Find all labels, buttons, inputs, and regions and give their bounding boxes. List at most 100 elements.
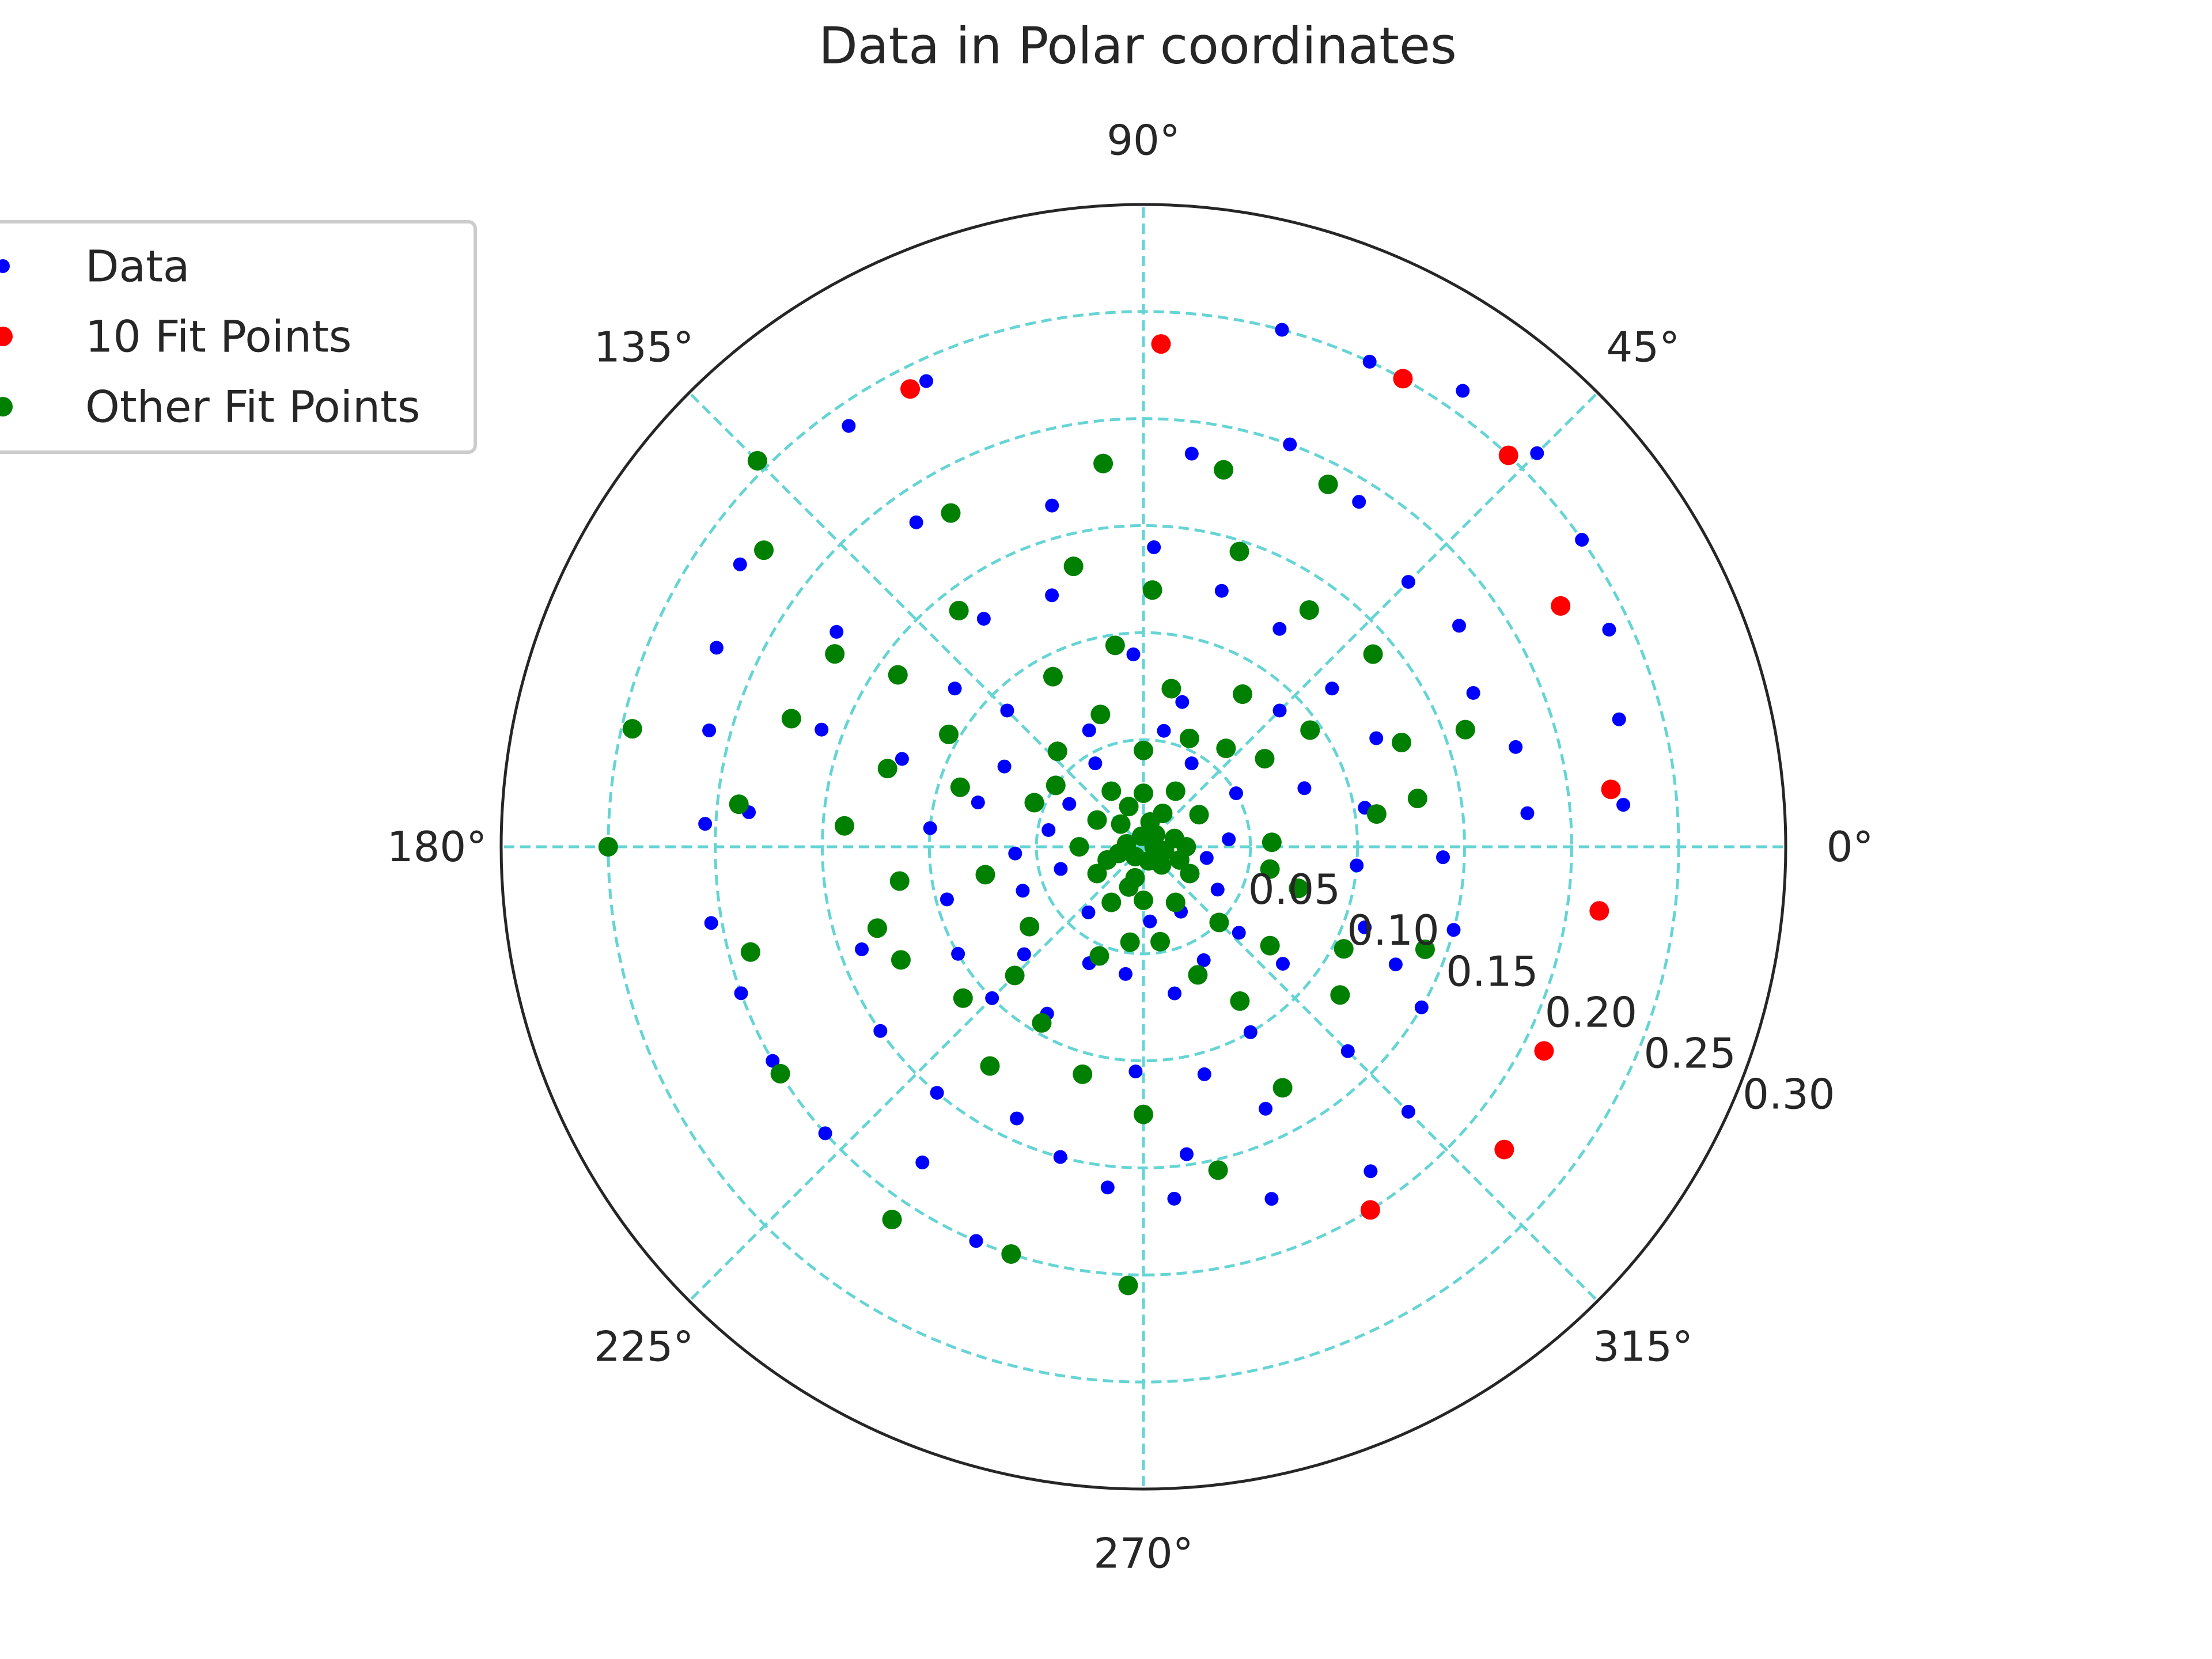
grid-spoke-1 <box>1142 391 1599 848</box>
point-s0-75 <box>1126 647 1141 661</box>
point-s2-94 <box>1154 840 1175 861</box>
point-s0-57 <box>1214 584 1229 598</box>
point-s0-85 <box>1168 986 1182 1001</box>
point-s2-22 <box>888 665 908 685</box>
r-tick-label-3: 0.20 <box>1545 988 1637 1036</box>
point-s0-77 <box>1000 703 1014 718</box>
point-s2-15 <box>729 794 749 815</box>
point-s0-76 <box>1082 723 1096 737</box>
point-s2-0 <box>747 450 767 471</box>
point-s0-90 <box>1229 786 1243 801</box>
point-s2-50 <box>1020 916 1040 937</box>
point-s0-61 <box>948 681 962 696</box>
point-s0-52 <box>1350 858 1364 873</box>
theta-tick-label-1: 45° <box>1606 323 1680 372</box>
point-s0-94 <box>1062 797 1077 811</box>
legend-label-1: 10 Fit Points <box>85 311 351 362</box>
point-s0-81 <box>1016 884 1030 898</box>
theta-tick-label-6: 270° <box>1093 1529 1193 1578</box>
point-s0-0 <box>1616 798 1631 812</box>
point-s0-69 <box>1197 1067 1211 1081</box>
point-s2-65 <box>1134 740 1153 760</box>
point-s2-96 <box>1097 850 1118 870</box>
point-s2-30 <box>1043 666 1063 687</box>
point-s1-4 <box>1151 334 1171 354</box>
point-s0-22 <box>1167 1191 1181 1206</box>
point-s2-21 <box>949 600 969 620</box>
point-s0-34 <box>1352 495 1366 509</box>
point-s0-49 <box>1340 1044 1355 1058</box>
point-s0-30 <box>1509 740 1523 754</box>
point-s2-10 <box>1214 460 1234 480</box>
point-s0-78 <box>997 759 1012 774</box>
theta-tick-label-0: 0° <box>1827 823 1874 871</box>
point-s2-31 <box>939 724 959 744</box>
point-s2-80 <box>1165 892 1185 912</box>
theta-tick-label-7: 315° <box>1593 1322 1693 1370</box>
point-s2-37 <box>1334 939 1354 959</box>
point-s0-12 <box>709 641 724 655</box>
theta-tick-label-5: 225° <box>594 1322 694 1370</box>
point-s0-40 <box>815 722 829 737</box>
chart-title: Data in Polar coordinates <box>819 16 1457 75</box>
point-s2-42 <box>1134 1104 1153 1124</box>
point-s0-60 <box>976 612 991 626</box>
point-s1-1 <box>1551 596 1571 616</box>
point-s2-35 <box>1455 719 1475 740</box>
point-s0-14 <box>698 817 713 831</box>
point-s2-38 <box>1330 985 1350 1005</box>
point-s0-33 <box>1401 575 1415 589</box>
point-s2-25 <box>1407 789 1427 809</box>
point-s2-14 <box>781 709 801 729</box>
point-s2-26 <box>1391 733 1411 753</box>
point-s2-7 <box>1001 1244 1021 1264</box>
point-s2-52 <box>889 871 910 891</box>
point-s0-37 <box>1045 498 1059 513</box>
point-s0-18 <box>818 1126 832 1141</box>
point-s2-4 <box>740 942 760 962</box>
point-s2-33 <box>1262 832 1282 853</box>
point-s2-53 <box>1289 878 1309 899</box>
point-s0-31 <box>1466 685 1480 700</box>
legend-box <box>0 220 477 454</box>
point-s0-72 <box>1297 781 1312 796</box>
point-s2-47 <box>867 918 887 938</box>
point-s1-8 <box>1534 1041 1554 1061</box>
point-s2-11 <box>1093 453 1113 474</box>
point-s2-12 <box>941 503 961 523</box>
point-s0-4 <box>1530 446 1544 460</box>
point-s2-49 <box>1032 1013 1052 1033</box>
point-s0-65 <box>951 946 965 961</box>
polar-grid <box>501 204 1786 1489</box>
point-s0-51 <box>1358 920 1372 934</box>
point-s0-25 <box>1401 1104 1415 1119</box>
point-s2-66 <box>1090 704 1111 725</box>
point-s2-60 <box>1089 946 1109 966</box>
point-s2-45 <box>953 988 973 1008</box>
r-tick-label-2: 0.15 <box>1446 947 1538 995</box>
point-s1-6 <box>1494 1139 1514 1160</box>
point-s0-15 <box>704 916 718 930</box>
point-s0-98 <box>1143 914 1157 929</box>
point-s0-24 <box>1363 1164 1378 1179</box>
point-s2-63 <box>1179 728 1199 748</box>
point-s0-87 <box>1232 926 1246 940</box>
point-s0-45 <box>1010 1111 1024 1126</box>
point-s2-81 <box>1180 863 1200 884</box>
point-s2-55 <box>1260 935 1280 956</box>
point-s0-5 <box>1456 384 1470 398</box>
point-s0-95 <box>1041 823 1056 837</box>
theta-tick-label-2: 90° <box>1107 116 1180 165</box>
point-s2-44 <box>980 1056 1000 1076</box>
point-s0-58 <box>1147 540 1161 554</box>
point-s2-73 <box>1134 783 1153 804</box>
point-s2-75 <box>1087 810 1107 830</box>
point-s2-20 <box>1063 556 1084 577</box>
point-s2-97 <box>1169 850 1190 870</box>
point-s0-36 <box>1184 446 1199 461</box>
point-s0-19 <box>915 1156 930 1170</box>
point-s0-16 <box>734 986 748 1001</box>
legend: Data 10 Fit Points Other Fit Points <box>0 220 477 454</box>
data-points <box>598 323 1631 1296</box>
